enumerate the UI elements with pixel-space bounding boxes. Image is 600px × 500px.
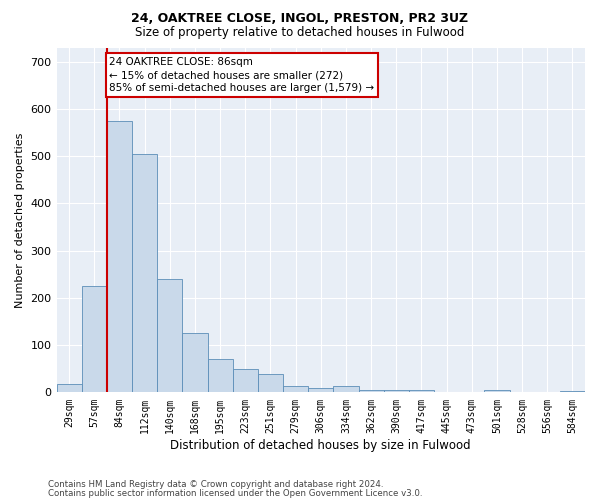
Bar [383,390,409,392]
Bar [484,390,509,392]
Bar [208,360,233,392]
Bar [283,386,308,392]
Bar [308,388,334,392]
Text: 24 OAKTREE CLOSE: 86sqm
← 15% of detached houses are smaller (272)
85% of semi-d: 24 OAKTREE CLOSE: 86sqm ← 15% of detache… [109,57,374,94]
Text: Contains public sector information licensed under the Open Government Licence v3: Contains public sector information licen… [48,489,422,498]
Bar [334,386,359,392]
Y-axis label: Number of detached properties: Number of detached properties [15,132,25,308]
Bar [82,286,107,393]
Text: 24, OAKTREE CLOSE, INGOL, PRESTON, PR2 3UZ: 24, OAKTREE CLOSE, INGOL, PRESTON, PR2 3… [131,12,469,26]
Text: Size of property relative to detached houses in Fulwood: Size of property relative to detached ho… [136,26,464,39]
Bar [233,369,258,392]
Bar [56,384,82,392]
Text: Contains HM Land Registry data © Crown copyright and database right 2024.: Contains HM Land Registry data © Crown c… [48,480,383,489]
Bar [182,334,208,392]
Bar [409,390,434,392]
Bar [107,120,132,392]
Bar [157,279,182,392]
Bar [258,374,283,392]
X-axis label: Distribution of detached houses by size in Fulwood: Distribution of detached houses by size … [170,440,471,452]
Bar [359,390,383,392]
Bar [132,154,157,392]
Bar [560,391,585,392]
